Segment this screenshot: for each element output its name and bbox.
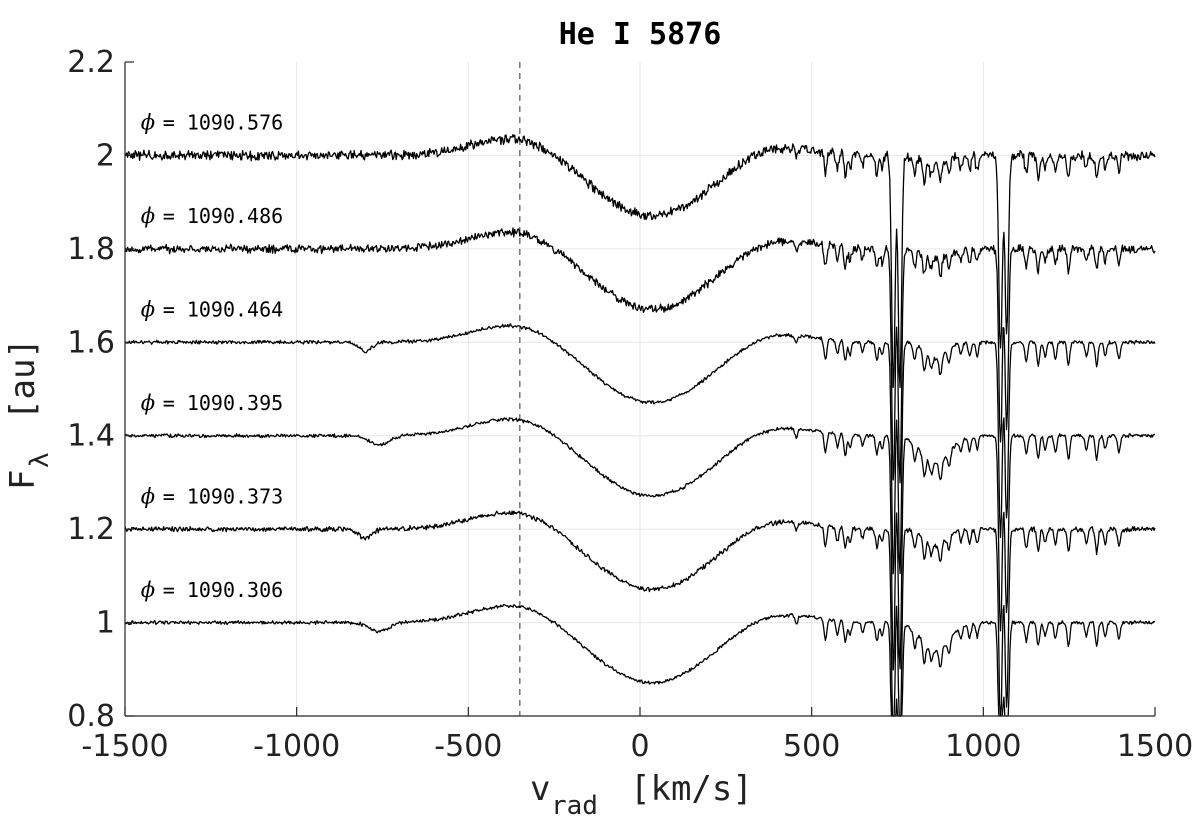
x-tick-label: 500 [783,729,840,764]
y-tick-label: 1 [96,606,115,641]
y-axis-label-main: F [3,470,43,490]
y-axis-label: F λ [au] [3,338,55,490]
spectrum-line [124,134,1156,389]
y-tick-label: 1.6 [67,325,115,360]
y-tick-label: 2.2 [67,45,115,80]
chart-title: He I 5876 [559,17,722,52]
spectra-series [124,134,1156,717]
phase-value: = 1090.486 [163,204,283,228]
phase-label: ϕ = 1090.486 [141,204,283,228]
phase-symbol: ϕ [141,391,155,415]
axes: -1500 -1000 -500 0 500 1000 1500 0.8 1 1.2 1.4 1.6 1… [67,45,1193,764]
phase-symbol: ϕ [141,484,155,508]
phase-symbol: ϕ [141,111,155,135]
phase-label: ϕ = 1090.306 [141,578,283,602]
x-axis-label: v rad [km/s] [530,769,753,821]
y-tick-label: 1.8 [67,232,115,267]
phase-value: = 1090.576 [163,111,283,135]
x-axis-label-main: v [530,769,550,809]
x-tick-label: 1500 [1117,729,1193,764]
phase-label: ϕ = 1090.373 [141,484,283,508]
phase-label: ϕ = 1090.464 [141,298,283,322]
x-axis-label-unit: [km/s] [630,769,753,809]
phase-value: = 1090.306 [163,578,283,602]
phase-value: = 1090.373 [163,484,283,508]
spectrum-line [124,227,1156,484]
y-axis-label-unit: [au] [3,338,43,420]
y-tick-label: 1.4 [67,419,115,454]
spectrum-line [124,510,1156,717]
x-tick-label: 1000 [945,729,1021,764]
spectrum-line [124,323,1156,575]
x-tick-label: -1500 [81,729,168,764]
phase-label: ϕ = 1090.395 [141,391,283,415]
x-tick-label: -500 [434,729,502,764]
phase-symbol: ϕ [141,298,155,322]
phase-label: ϕ = 1090.576 [141,111,283,135]
y-tick-label: 0.8 [67,699,115,734]
spectrum-line [124,417,1156,671]
phase-symbol: ϕ [141,204,155,228]
phase-labels: ϕ = 1090.576 ϕ = 1090.486 ϕ = 1090.464 ϕ = 1090… [141,111,283,602]
y-axis-label-sub: λ [25,452,55,468]
x-axis-label-sub: rad [551,791,598,821]
phase-symbol: ϕ [141,578,155,602]
spectrum-line [124,604,1156,717]
y-tick-label: 2 [96,138,115,173]
y-tick-label: 1.2 [67,512,115,547]
x-tick-label: -1000 [253,729,340,764]
phase-value: = 1090.395 [163,391,283,415]
phase-value: = 1090.464 [163,298,283,322]
x-tick-label: 0 [630,729,649,764]
